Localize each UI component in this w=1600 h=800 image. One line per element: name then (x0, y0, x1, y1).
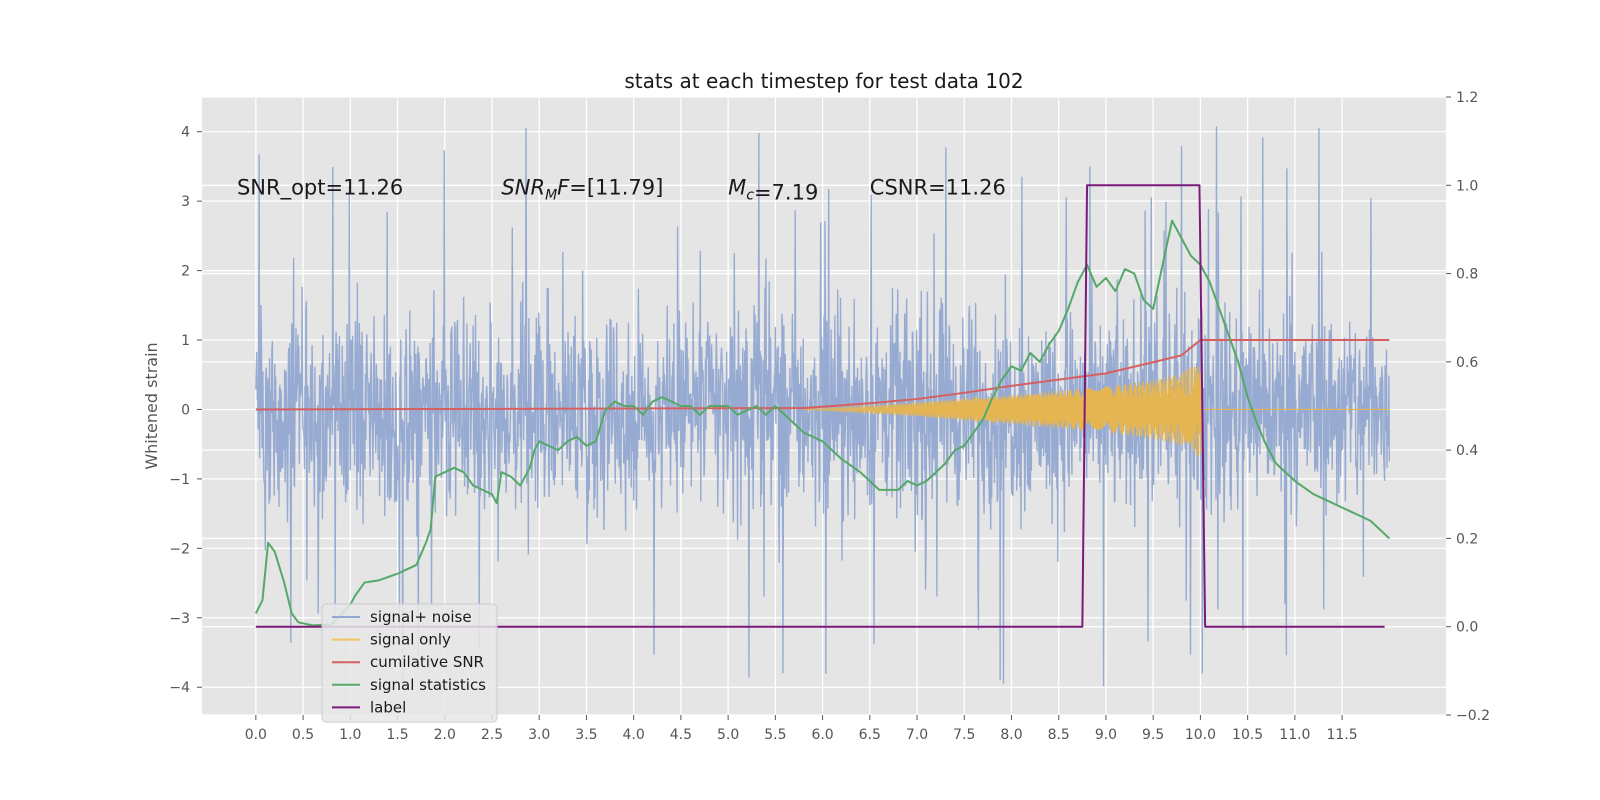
y2-tick-label: 0.0 (1456, 620, 1478, 636)
x-tick-label: 3.0 (528, 727, 550, 743)
legend-label: signal statistics (370, 676, 486, 694)
x-tick-label: 11.0 (1279, 727, 1310, 743)
legend-box (321, 603, 498, 723)
x-axis: 0.0 0.5 1.0 1.5 2.0 2.5 3.0 3.5 4.0 4.5 5.0 5.5 6.0 6… (245, 715, 1358, 743)
y-tick-label: 2 (181, 264, 190, 280)
legend: signal+ noise signal only cumilative SNR si… (321, 603, 498, 723)
y2-tick-label: 1.2 (1456, 90, 1478, 106)
series-layer (254, 126, 1391, 688)
x-tick-label: 11.5 (1327, 727, 1358, 743)
y-tick-label: 3 (181, 194, 190, 210)
annotation-3: CSNR=11.26 (870, 175, 1006, 199)
y-tick-label: −3 (169, 611, 190, 627)
x-tick-label: 1.5 (386, 727, 408, 743)
x-tick-label: 2.5 (481, 727, 503, 743)
x-tick-label: 3.5 (575, 727, 597, 743)
legend-label: signal+ noise (370, 608, 472, 626)
x-tick-label: 7.5 (953, 727, 975, 743)
x-tick-label: 0.0 (245, 727, 267, 743)
y2-tick-label: 1.0 (1456, 178, 1478, 194)
x-tick-label: 5.5 (764, 727, 786, 743)
y2-tick-label: 0.8 (1456, 267, 1478, 283)
y2-tick-label: −0.2 (1456, 708, 1490, 724)
legend-label: cumilative SNR (370, 653, 484, 671)
x-tick-label: 7.0 (906, 727, 928, 743)
x-tick-label: 9.0 (1095, 727, 1117, 743)
x-tick-label: 6.0 (811, 727, 833, 743)
x-tick-label: 5.0 (717, 727, 739, 743)
chart-title: stats at each timestep for test data 102 (624, 69, 1023, 93)
series-signal-statistics (254, 219, 1391, 627)
annotation-0: SNR_opt=11.26 (237, 175, 403, 200)
x-tick-label: 4.5 (670, 727, 692, 743)
x-tick-label: 0.5 (292, 727, 314, 743)
x-tick-label: 2.0 (434, 727, 456, 743)
y-axis: −4 −3 −2 −1 0 1 2 3 4 (169, 125, 202, 696)
y-tick-label: −4 (169, 680, 190, 696)
x-tick-label: 1.0 (339, 727, 361, 743)
legend-label: signal only (370, 631, 451, 649)
y-tick-label: −1 (169, 472, 190, 488)
y2-tick-label: 0.4 (1456, 443, 1478, 459)
x-tick-label: 4.0 (623, 727, 645, 743)
series-cumulative-snr (255, 339, 1390, 411)
y2-tick-label: 0.6 (1456, 355, 1478, 371)
x-tick-label: 6.5 (859, 727, 881, 743)
series-label (255, 184, 1385, 628)
x-tick-label: 10.5 (1232, 727, 1263, 743)
annotation-2: Mc=7.19 (728, 175, 818, 204)
y-tick-label: −2 (169, 541, 190, 557)
y2-axis: −0.2 0.0 0.2 0.4 0.6 0.8 1.0 1.2 (1446, 90, 1490, 724)
y-tick-label: 4 (181, 125, 190, 141)
annotation-1: SNRMF=[11.79] (501, 175, 663, 203)
x-tick-label: 10.0 (1185, 727, 1216, 743)
x-tick-label: 9.5 (1142, 727, 1164, 743)
annotations: SNR_opt=11.26 SNRMF=[11.79] Mc=7.19 CSNR=11… (237, 175, 1006, 204)
y2-tick-label: 0.2 (1456, 531, 1478, 547)
y-tick-label: 0 (181, 402, 190, 418)
series-signal-only (803, 366, 1390, 457)
x-tick-label: 8.5 (1048, 727, 1070, 743)
y-axis-label: Whitened strain (142, 342, 161, 469)
y-tick-label: 1 (181, 333, 190, 349)
legend-label: label (370, 698, 406, 716)
x-tick-label: 8.0 (1000, 727, 1022, 743)
